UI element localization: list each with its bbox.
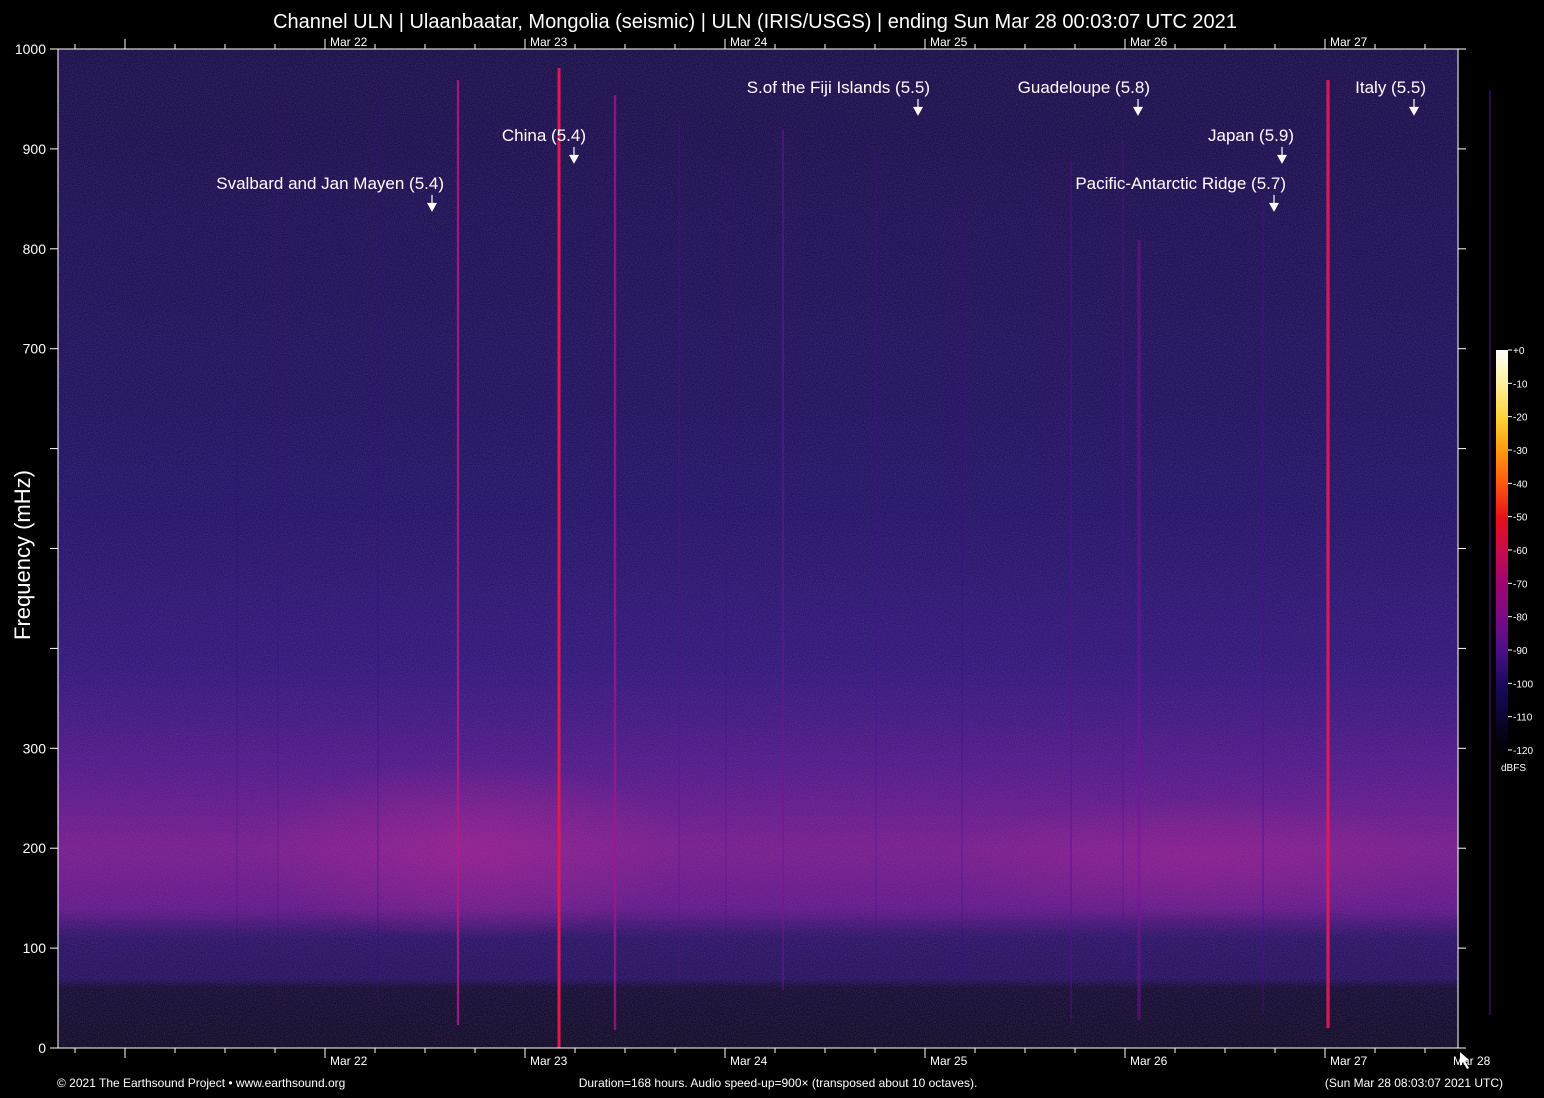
colorbar-tick-label: -20 bbox=[1513, 413, 1528, 424]
colorbar-gradient bbox=[1496, 350, 1508, 750]
event-annotation: S.of the Fiji Islands (5.5) bbox=[747, 78, 930, 116]
event-label: Japan (5.9) bbox=[1208, 126, 1294, 145]
event-annotation: China (5.4) bbox=[502, 126, 586, 164]
date-tick-label-top: Mar 26 bbox=[1130, 35, 1168, 49]
event-annotations: Svalbard and Jan Mayen (5.4) China (5.4) S… bbox=[216, 78, 1426, 212]
y-tick-label: 200 bbox=[23, 840, 47, 856]
colorbar: +0 -10 -20 -30 -40 -50 -60 -70 -80 -90 -100 -110 -12… bbox=[1496, 346, 1533, 757]
colorbar-tick-label: -60 bbox=[1513, 546, 1528, 557]
date-tick-label-bottom: Mar 26 bbox=[1130, 1054, 1168, 1068]
colorbar-tick-label: -10 bbox=[1513, 379, 1528, 390]
event-label: Italy (5.5) bbox=[1355, 78, 1426, 97]
date-tick-label-top: Mar 24 bbox=[730, 35, 768, 49]
event-label: Guadeloupe (5.8) bbox=[1018, 78, 1150, 97]
event-label: Svalbard and Jan Mayen (5.4) bbox=[216, 174, 444, 193]
date-tick-label-top: Mar 22 bbox=[330, 35, 368, 49]
event-annotation: Italy (5.5) bbox=[1355, 78, 1426, 116]
colorbar-tick-label: -80 bbox=[1513, 613, 1528, 624]
event-annotation: Pacific-Antarctic Ridge (5.7) bbox=[1075, 174, 1286, 212]
y-axis-label: Frequency (mHz) bbox=[10, 470, 35, 640]
spectrogram-noise bbox=[58, 49, 1458, 1048]
date-tick-label-top: Mar 27 bbox=[1330, 35, 1368, 49]
event-arrow-icon bbox=[913, 106, 923, 116]
y-tick-label: 0 bbox=[38, 1040, 46, 1056]
y-tick-label: 900 bbox=[23, 141, 47, 157]
cursor-icon bbox=[1460, 1052, 1469, 1069]
colorbar-tick-label: -110 bbox=[1513, 713, 1533, 724]
colorbar-unit: dBFS bbox=[1501, 763, 1526, 774]
footer-timestamp: (Sun Mar 28 08:03:07 2021 UTC) bbox=[1325, 1076, 1503, 1090]
date-tick-label-bottom: Mar 23 bbox=[530, 1054, 568, 1068]
event-arrow-icon bbox=[1277, 154, 1287, 164]
axes: 0 100 200 300 700 800 900 1000 Mar 22 Mar 22 Mar 2… bbox=[15, 35, 1491, 1068]
spectrogram-streaks bbox=[236, 68, 1491, 1048]
event-annotation: Guadeloupe (5.8) bbox=[1018, 78, 1150, 116]
date-tick-label-bottom: Mar 27 bbox=[1330, 1054, 1368, 1068]
event-label: China (5.4) bbox=[502, 126, 586, 145]
date-tick-label-bottom: Mar 24 bbox=[730, 1054, 768, 1068]
footer-duration: Duration=168 hours. Audio speed-up=900× … bbox=[579, 1076, 978, 1090]
event-annotation: Svalbard and Jan Mayen (5.4) bbox=[216, 174, 444, 212]
y-tick-label: 100 bbox=[23, 940, 47, 956]
date-tick-label-bottom: Mar 28 bbox=[1453, 1054, 1491, 1068]
event-arrow-icon bbox=[1133, 106, 1143, 116]
chart-title: Channel ULN | Ulaanbaatar, Mongolia (sei… bbox=[273, 11, 1237, 33]
colorbar-tick-label: +0 bbox=[1513, 346, 1525, 357]
colorbar-tick-label: -70 bbox=[1513, 579, 1528, 590]
y-tick-label: 300 bbox=[23, 740, 47, 756]
event-label: S.of the Fiji Islands (5.5) bbox=[747, 78, 930, 97]
colorbar-tick-label: -90 bbox=[1513, 646, 1528, 657]
event-arrow-icon bbox=[1269, 202, 1279, 212]
event-label: Pacific-Antarctic Ridge (5.7) bbox=[1075, 174, 1286, 193]
colorbar-tick-label: -40 bbox=[1513, 479, 1528, 490]
event-arrow-icon bbox=[569, 154, 579, 164]
plot-area bbox=[58, 49, 1491, 1048]
event-arrow-icon bbox=[1409, 106, 1419, 116]
event-arrow-icon bbox=[427, 202, 437, 212]
date-tick-label-top: Mar 25 bbox=[930, 35, 968, 49]
date-tick-label-top: Mar 23 bbox=[530, 35, 568, 49]
y-tick-label: 700 bbox=[23, 341, 47, 357]
footer-credit: © 2021 The Earthsound Project • www.eart… bbox=[57, 1076, 345, 1090]
colorbar-tick-label: -30 bbox=[1513, 446, 1528, 457]
event-annotation: Japan (5.9) bbox=[1208, 126, 1294, 164]
y-tick-label: 1000 bbox=[15, 41, 46, 57]
date-tick-label-bottom: Mar 22 bbox=[330, 1054, 368, 1068]
colorbar-tick-label: -100 bbox=[1513, 679, 1533, 690]
colorbar-tick-label: -50 bbox=[1513, 513, 1528, 524]
y-tick-label: 800 bbox=[23, 241, 47, 257]
date-tick-label-bottom: Mar 25 bbox=[930, 1054, 968, 1068]
colorbar-tick-label: -120 bbox=[1513, 746, 1533, 757]
